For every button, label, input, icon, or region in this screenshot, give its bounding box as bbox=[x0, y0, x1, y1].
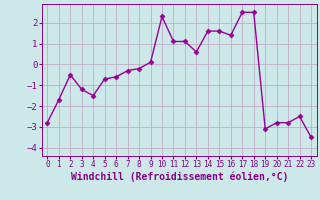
X-axis label: Windchill (Refroidissement éolien,°C): Windchill (Refroidissement éolien,°C) bbox=[70, 172, 288, 182]
